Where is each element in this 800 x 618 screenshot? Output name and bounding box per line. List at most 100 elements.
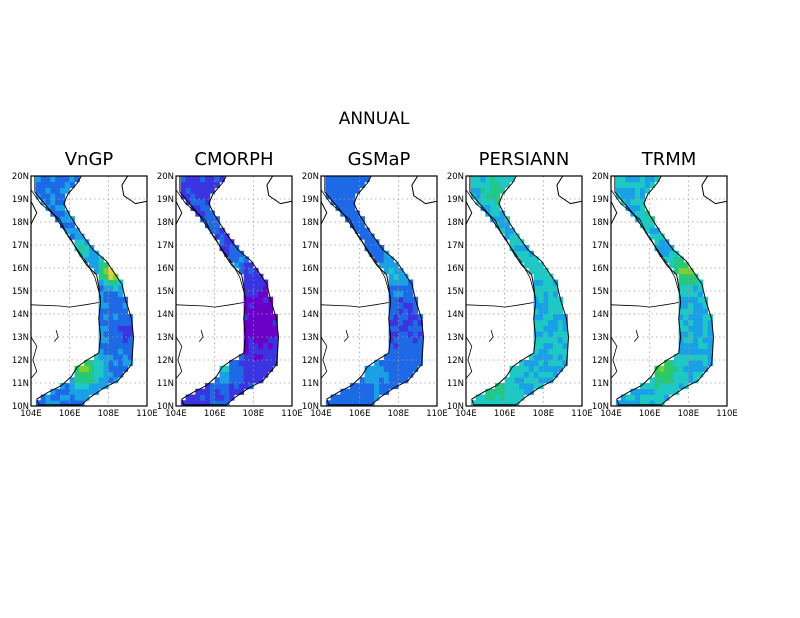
rain-cell [504, 227, 510, 234]
rain-cell [60, 181, 66, 188]
rain-cell [625, 181, 631, 188]
rain-cell [108, 279, 114, 286]
rain-cell [200, 394, 206, 401]
rain-cell [195, 204, 201, 211]
rain-cell [263, 314, 269, 321]
rain-cell [495, 394, 501, 401]
rain-cell [702, 365, 709, 372]
rain-cell [359, 400, 365, 406]
rain-cell [664, 245, 670, 252]
rain-cell [678, 308, 684, 315]
rain-cell [108, 268, 114, 275]
rain-cell [495, 383, 501, 390]
lat-tick-label: 17N [302, 241, 319, 251]
lat-tick-label: 17N [157, 241, 174, 251]
rain-cell [98, 348, 104, 355]
rain-cell [272, 337, 278, 344]
panel-title: CMORPH [194, 149, 273, 170]
rain-cell [654, 388, 660, 395]
rain-cell [84, 250, 90, 257]
lon-tick-label: 108E [243, 409, 265, 419]
rain-cell [640, 181, 646, 188]
rain-cell [238, 268, 245, 275]
rain-cell [74, 233, 80, 240]
rain-cell [678, 291, 684, 298]
rain-cell [248, 279, 254, 286]
lat-tick-label: 14N [157, 310, 174, 320]
rain-cell [528, 354, 535, 361]
rain-cell [673, 371, 680, 378]
rain-cell [640, 383, 646, 390]
rain-cell [345, 210, 351, 217]
rain-cell [495, 210, 501, 217]
rain-cell [499, 187, 506, 194]
rain-cell [528, 383, 535, 390]
rain-cell [659, 377, 665, 384]
rain-cell [79, 250, 85, 257]
rain-cell [528, 250, 535, 257]
rain-cell [248, 308, 254, 315]
rain-cell [243, 319, 249, 326]
rain-cell [74, 383, 80, 390]
rain-cell [103, 279, 109, 286]
rain-cell [350, 199, 356, 206]
rain-cell [635, 181, 641, 188]
lat-tick-label: 18N [592, 218, 609, 228]
rain-cell [412, 360, 419, 367]
rain-cell [403, 360, 409, 367]
rain-cell [514, 371, 520, 378]
rain-cell [93, 250, 100, 257]
rain-cell [214, 383, 220, 390]
rain-cell [620, 394, 626, 401]
rain-cell [398, 348, 404, 355]
rain-cell [118, 285, 124, 292]
rain-cell [214, 181, 220, 188]
rain-cell [103, 302, 109, 309]
rain-cell [113, 279, 119, 286]
rain-cell [403, 308, 409, 315]
rain-cell [683, 262, 689, 269]
rain-cell [393, 314, 399, 321]
rain-cell [388, 302, 394, 309]
rain-cell [103, 371, 109, 378]
rain-cell [253, 279, 259, 286]
rain-cell [354, 210, 361, 217]
gulf-coastline [610, 336, 618, 379]
rain-cell [190, 187, 196, 194]
rain-cell [528, 256, 535, 263]
panels: VnGP 20N 19N 18N 17N 16N 15N 14N 13N 12N 11N 10N 1… [12, 149, 738, 419]
rain-cell [214, 400, 220, 406]
rain-cell [374, 250, 380, 257]
rain-cell [485, 204, 491, 211]
rain-cell [383, 256, 390, 263]
rain-cell [548, 331, 554, 338]
rain-cell [388, 268, 394, 275]
lon-tick-label: 106E [204, 409, 226, 419]
rain-cell [698, 302, 704, 309]
rain-cell [93, 354, 100, 361]
rain-cell [330, 400, 336, 406]
panel-title: PERSIANN [479, 149, 570, 170]
rain-cell [533, 325, 539, 332]
rain-cell [499, 176, 506, 183]
lat-tick-label: 10N [157, 402, 174, 412]
lat-tick-label: 13N [157, 333, 174, 343]
rain-cell [654, 239, 660, 246]
lat-tick-label: 19N [302, 195, 319, 205]
rain-cell [524, 388, 530, 395]
rain-cell [243, 302, 249, 309]
rain-cell [98, 262, 104, 269]
rain-cell [55, 193, 61, 200]
rain-cell [229, 383, 235, 390]
rain-cell [345, 176, 351, 183]
rain-cell [243, 314, 249, 321]
rain-cell [659, 250, 665, 257]
rain-cell [74, 176, 80, 183]
lat-tick-label: 14N [12, 310, 29, 320]
rain-cell [664, 377, 670, 384]
rain-cell [209, 383, 216, 390]
rain-cell [200, 400, 206, 406]
rain-cell [659, 365, 665, 372]
rain-cell [698, 354, 704, 361]
rain-cell [630, 181, 636, 188]
